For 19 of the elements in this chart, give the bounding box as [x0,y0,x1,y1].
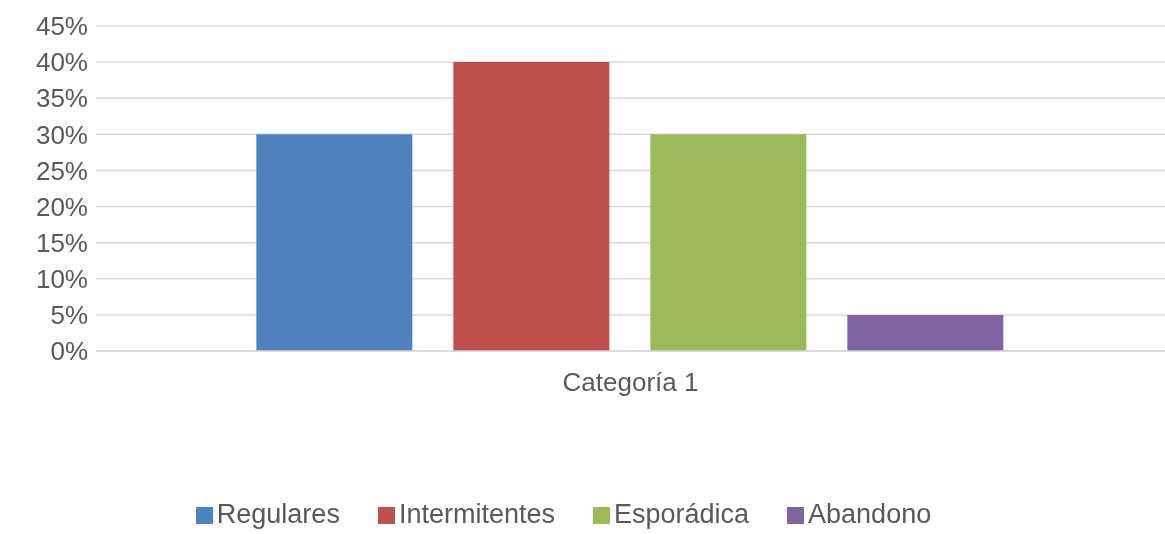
y-tick-label: 25% [35,155,88,186]
y-tick-label: 30% [35,119,88,150]
legend-label: Intermitentes [398,499,555,529]
bar [650,134,807,351]
legend-label: Abandono [808,499,932,529]
legend-label: Regulares [216,499,340,529]
y-tick-label: 10% [35,264,88,295]
y-tick-label: 40% [35,47,88,78]
y-tick-label: 35% [35,83,88,114]
bar [453,62,610,351]
bar [847,314,1004,351]
bar [256,134,413,351]
y-tick-label: 0% [50,336,88,367]
legend-label: Esporádica [613,499,750,529]
y-tick-label: 20% [35,191,88,222]
y-tick-label: 5% [50,300,88,331]
x-tick-label: Categoría 1 [562,367,699,398]
y-tick-label: 45% [35,11,88,42]
y-tick-label: 15% [35,227,88,258]
